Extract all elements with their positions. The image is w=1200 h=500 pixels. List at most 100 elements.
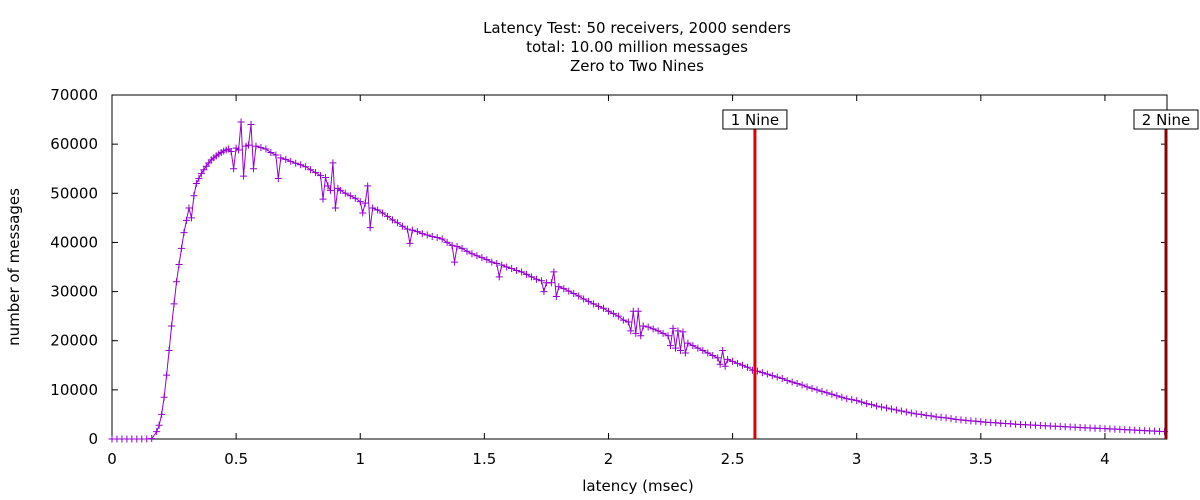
y-tick-label: 0 <box>88 430 98 448</box>
data-point <box>729 357 737 365</box>
x-tick-label: 2 <box>604 450 614 468</box>
data-point <box>406 239 414 247</box>
data-point <box>168 322 176 330</box>
data-point <box>818 387 826 395</box>
plot-area <box>111 94 1168 440</box>
data-point <box>632 329 640 337</box>
x-tick-label: 3 <box>852 450 862 468</box>
y-tick-label: 70000 <box>50 86 98 104</box>
data-point <box>292 159 300 167</box>
data-point <box>664 332 672 340</box>
data-point <box>160 393 168 401</box>
series-line <box>112 121 1165 440</box>
data-point <box>763 370 771 378</box>
data-point <box>170 300 178 308</box>
data-point <box>413 228 421 236</box>
y-axis-label: number of messages <box>5 188 23 346</box>
data-point <box>659 329 667 337</box>
data-point <box>451 258 459 266</box>
data-point <box>403 225 411 233</box>
data-point <box>600 304 608 312</box>
data-point <box>813 386 821 394</box>
data-point <box>788 378 796 386</box>
y-tick-label: 50000 <box>50 184 98 202</box>
title-line-3: Zero to Two Nines <box>570 57 704 75</box>
data-point <box>716 360 724 368</box>
data-point <box>694 344 702 352</box>
data-point <box>540 288 548 296</box>
x-axis: 0 0.5 1 1.5 2 2.5 3 3.5 4 <box>107 95 1110 468</box>
y-axis: 0 10000 20000 30000 40000 50000 60000 70000 <box>50 86 1167 448</box>
data-point <box>604 307 612 315</box>
data-point <box>768 372 776 380</box>
nine-marker-label: 2 Nine <box>1142 111 1190 129</box>
series-layer <box>108 118 1169 443</box>
data-point <box>302 163 310 171</box>
data-point <box>364 182 372 190</box>
data-point <box>783 377 791 385</box>
data-point <box>321 174 329 182</box>
data-point <box>848 396 856 404</box>
data-point <box>739 361 747 369</box>
data-point <box>498 261 506 269</box>
data-point <box>336 186 344 194</box>
data-point <box>483 256 491 264</box>
data-point <box>433 234 441 242</box>
data-point <box>575 292 583 300</box>
title-line-2: total: 10.00 million messages <box>526 38 748 56</box>
data-point <box>798 381 806 389</box>
data-point <box>552 292 560 300</box>
y-tick-label: 60000 <box>50 135 98 153</box>
data-point <box>793 379 801 387</box>
data-point <box>341 189 349 197</box>
title-line-1: Latency Test: 50 receivers, 2000 senders <box>483 19 791 37</box>
data-point <box>346 192 354 200</box>
data-point <box>868 401 876 409</box>
data-point <box>153 428 161 436</box>
data-point <box>356 198 364 206</box>
x-axis-label: latency (msec) <box>582 477 693 495</box>
data-point <box>689 342 697 350</box>
data-point <box>478 254 486 262</box>
data-point <box>428 233 436 241</box>
data-point <box>778 375 786 383</box>
data-point <box>423 231 431 239</box>
data-point <box>287 157 295 165</box>
data-point <box>547 279 555 287</box>
data-point <box>277 154 285 162</box>
data-point <box>326 186 334 194</box>
data-point <box>609 310 617 318</box>
data-point <box>257 144 265 152</box>
data-point <box>389 216 397 224</box>
data-point <box>580 295 588 303</box>
data-point <box>384 212 392 220</box>
data-point <box>227 148 235 156</box>
data-point <box>158 410 166 418</box>
data-point <box>351 194 359 202</box>
data-point <box>165 347 173 355</box>
x-tick-label: 1.5 <box>472 450 496 468</box>
data-point <box>523 270 531 278</box>
data-point <box>619 316 627 324</box>
data-point <box>297 161 305 169</box>
nine-marker-label: 1 Nine <box>731 111 779 129</box>
x-tick-label: 4 <box>1100 450 1110 468</box>
data-point <box>190 192 198 200</box>
data-point <box>245 141 253 149</box>
data-point <box>679 328 687 336</box>
data-point <box>897 407 905 415</box>
data-point <box>185 204 193 212</box>
data-point <box>398 222 406 230</box>
data-point <box>443 238 451 246</box>
data-point <box>468 250 476 258</box>
data-point <box>508 264 516 272</box>
data-point <box>719 347 727 355</box>
data-point <box>681 349 689 357</box>
data-point <box>178 244 186 252</box>
data-point <box>892 406 900 414</box>
data-point <box>393 219 401 227</box>
data-point <box>418 230 426 238</box>
data-point <box>947 415 955 423</box>
data-point <box>637 332 645 340</box>
